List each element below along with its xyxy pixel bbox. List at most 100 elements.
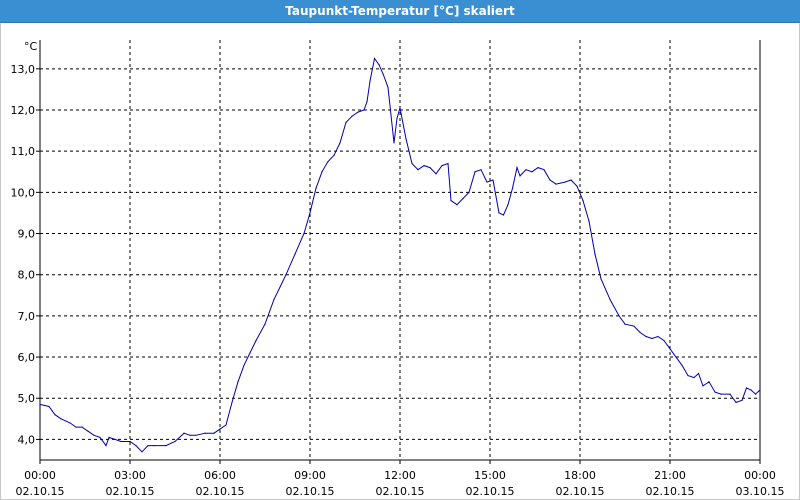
data-point (369, 80, 371, 82)
x-tick-time-label: 15:00 (474, 469, 506, 482)
data-point (183, 432, 185, 434)
data-point (174, 440, 176, 443)
y-tick-label: 7,0 (18, 310, 36, 323)
y-tick-label: 9,0 (18, 228, 36, 241)
data-point (609, 298, 611, 301)
data-point (525, 169, 527, 171)
data-point (429, 167, 431, 169)
data-point (114, 438, 116, 441)
data-point (165, 444, 167, 447)
data-point (39, 403, 41, 406)
data-point (351, 115, 353, 117)
data-point (120, 440, 122, 443)
data-point (60, 418, 62, 420)
data-point (75, 426, 77, 428)
data-point (516, 167, 518, 169)
data-point (93, 434, 95, 436)
data-point (243, 364, 245, 366)
y-tick-label: 13,0 (11, 63, 36, 76)
x-tick-date-label: 02.10.15 (556, 485, 605, 498)
x-tick-time-label: 12:00 (384, 469, 416, 482)
data-point (594, 253, 596, 255)
grid-lines (40, 40, 760, 460)
x-tick-date-label: 02.10.15 (646, 485, 695, 498)
data-point (741, 399, 743, 401)
data-point (396, 117, 398, 119)
data-point (468, 191, 470, 193)
data-point (588, 220, 590, 222)
data-point (399, 107, 401, 109)
x-tick-date-label: 02.10.15 (106, 485, 155, 498)
y-tick-label: 10,0 (11, 186, 36, 199)
data-point (321, 171, 323, 173)
data-point (450, 199, 452, 202)
x-tick-time-label: 00:00 (24, 469, 56, 482)
data-point (378, 64, 380, 66)
data-point (474, 171, 476, 173)
data-point (363, 109, 365, 111)
data-point (633, 325, 635, 327)
data-point (441, 164, 443, 167)
data-point (264, 323, 266, 325)
data-point (729, 393, 731, 395)
y-tick-label: 12,0 (11, 104, 36, 117)
data-point (498, 212, 500, 214)
data-point (279, 286, 281, 288)
data-point (417, 169, 419, 171)
data-point (303, 232, 305, 235)
data-point (708, 381, 710, 383)
data-point (48, 405, 50, 408)
x-tick-date-label: 02.10.15 (286, 485, 335, 498)
data-point (549, 179, 551, 181)
data-point (735, 401, 737, 403)
y-axis-tick-labels: 4,0 5,0 6,0 7,0 8,0 9,0 10,0 11,0 12,0 13,0 (11, 63, 36, 447)
data-point (255, 339, 257, 342)
data-point (511, 187, 514, 189)
data-point (249, 352, 251, 354)
data-point (54, 414, 56, 416)
data-point (99, 436, 101, 438)
data-point (81, 426, 83, 428)
data-point (393, 142, 395, 144)
data-point (754, 393, 757, 395)
data-point (537, 167, 539, 169)
data-point (486, 181, 488, 183)
axes (36, 40, 761, 464)
data-point (697, 372, 700, 375)
data-point (480, 169, 482, 171)
data-point (105, 444, 107, 447)
x-tick-date-label: 03.10.15 (736, 485, 785, 498)
y-tick-label: 4,0 (18, 433, 36, 446)
data-point (309, 212, 311, 214)
data-point (669, 348, 671, 350)
data-point (405, 138, 407, 140)
data-point (531, 171, 533, 173)
series-group (39, 57, 761, 453)
data-point (639, 331, 641, 333)
data-point (543, 169, 545, 171)
x-tick-time-label: 06:00 (204, 469, 236, 482)
data-point (651, 337, 653, 340)
data-point (423, 164, 425, 167)
data-point (714, 391, 716, 393)
x-tick-time-label: 03:00 (114, 469, 146, 482)
x-tick-time-label: 09:00 (294, 469, 326, 482)
data-point (147, 444, 149, 447)
data-point (507, 204, 509, 206)
data-point (357, 111, 359, 113)
data-point (759, 389, 761, 391)
data-point (345, 121, 347, 123)
data-point (219, 428, 221, 430)
data-point (663, 339, 665, 342)
x-tick-time-label: 00:00 (744, 469, 776, 482)
data-point (745, 387, 748, 389)
data-point (645, 335, 647, 338)
data-point (237, 381, 239, 383)
data-point (69, 422, 71, 424)
data-point (135, 444, 137, 447)
y-tick-label: 8,0 (18, 269, 36, 282)
data-point (702, 385, 704, 387)
data-point (382, 74, 385, 76)
data-point (213, 432, 215, 434)
data-point (204, 432, 206, 434)
